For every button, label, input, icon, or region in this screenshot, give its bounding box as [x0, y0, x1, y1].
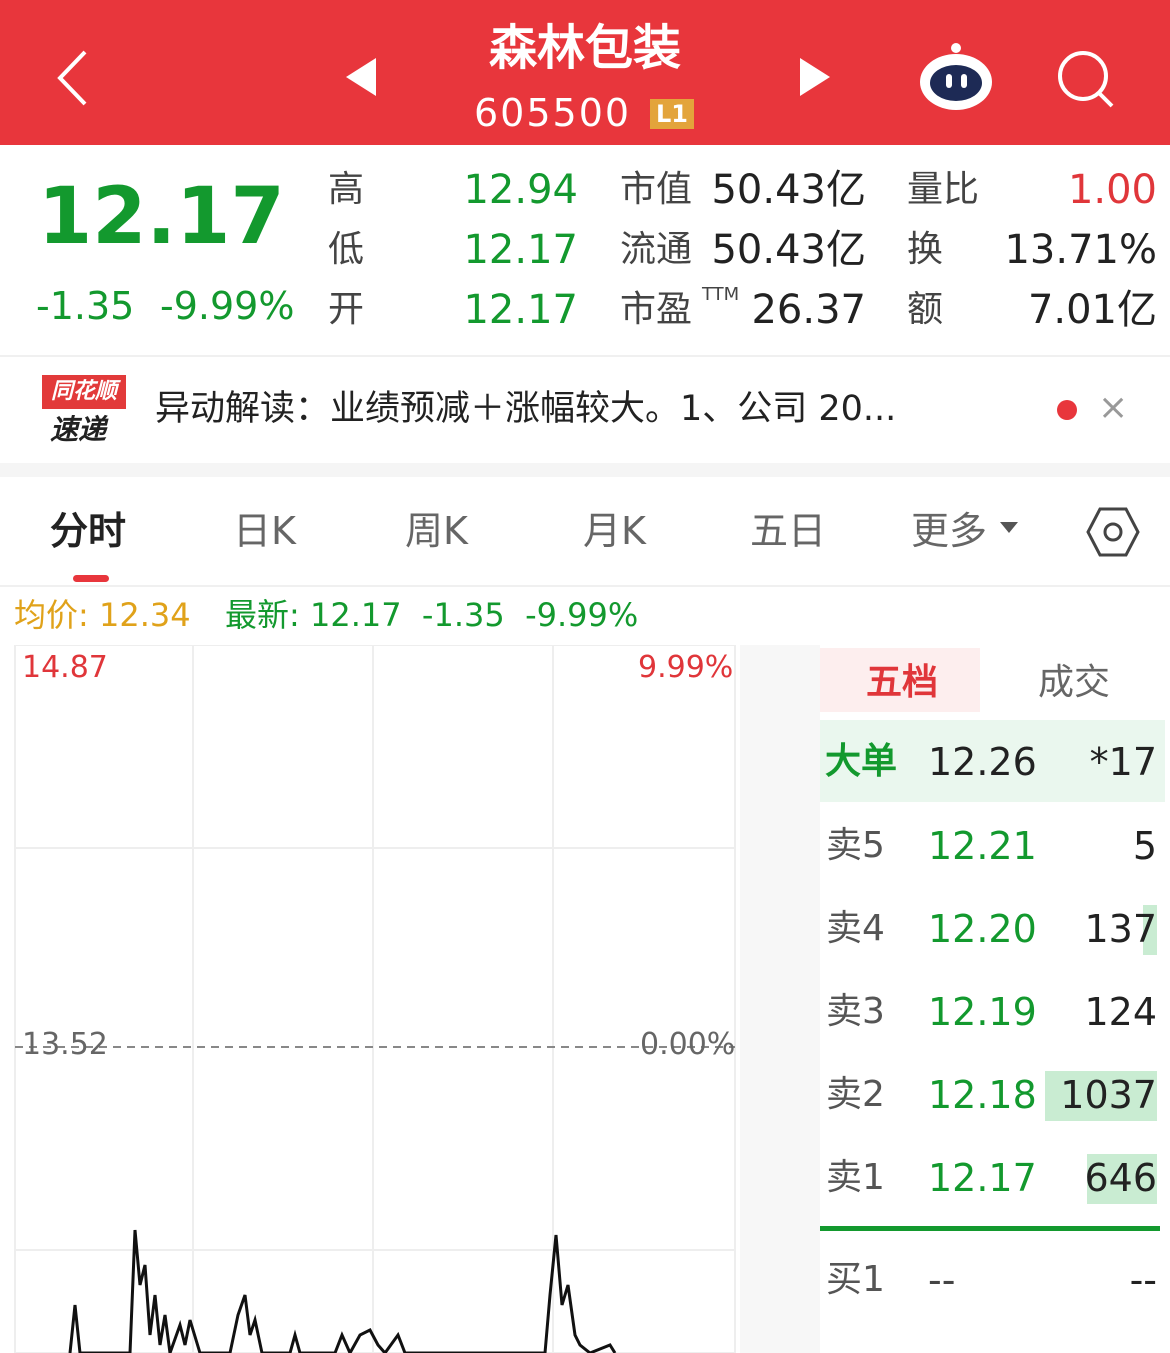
settings-button[interactable] [1086, 505, 1140, 559]
avg-label: 均价: 12.34 [14, 599, 191, 631]
big-order-price: 12.26 [928, 740, 1037, 784]
chart-frame [14, 645, 736, 1353]
level-price: 12.18 [928, 1073, 1037, 1117]
avg-label: 均价: [14, 596, 89, 634]
level-price: 12.20 [928, 907, 1037, 951]
extra-label: 量比 [907, 169, 980, 210]
stat-label: 开 [328, 289, 365, 330]
tab[interactable]: 月K [583, 509, 646, 553]
level-label: 卖1 [826, 1157, 885, 1198]
level-badge: L1 [650, 99, 694, 129]
big-order-volume: *17 [1089, 740, 1157, 784]
tab-bg [820, 648, 980, 712]
brand-bottom: 速递 [50, 413, 107, 446]
level-volume: 1037 [1060, 1073, 1157, 1117]
extra-label: 换 [907, 229, 944, 270]
stock-code: 605500 [474, 91, 632, 135]
intraday-chart [14, 645, 820, 1353]
latest-change-pct: -9.99% [525, 596, 639, 634]
price-line [68, 1229, 617, 1353]
level-label: 卖3 [826, 991, 885, 1032]
market-label-sup: TTM [702, 284, 740, 305]
level-price: -- [928, 1258, 956, 1302]
extra-label: 额 [907, 289, 944, 330]
stat-label: 低 [328, 229, 365, 270]
level-price: 12.21 [928, 824, 1037, 868]
tab[interactable]: 更多 [911, 509, 988, 553]
avg-price: 12.34 [98, 596, 191, 634]
latest-price: 12.17 [309, 596, 402, 634]
tab-trades[interactable]: 成交 [1038, 662, 1111, 703]
chart-gutter [740, 645, 820, 1353]
back-button[interactable] [57, 50, 87, 106]
stat-value: 12.94 [463, 167, 578, 213]
book-divider [820, 1226, 1160, 1231]
level-volume: 137 [1084, 907, 1157, 951]
latest: 最新: 12.17 -1.35 -9.99% [225, 599, 638, 631]
tab[interactable]: 分时 [50, 509, 127, 553]
volume-bar [1087, 1154, 1157, 1204]
big-order-bg [820, 720, 1165, 802]
level-label: 买1 [826, 1259, 885, 1300]
level-label: 卖4 [826, 908, 885, 949]
robot-icon[interactable] [920, 43, 992, 110]
tab[interactable]: 日K [233, 509, 296, 553]
divider [0, 463, 1170, 477]
stat-label: 高 [328, 169, 365, 210]
level-label: 卖5 [826, 825, 885, 866]
latest-label: 最新: [225, 596, 300, 634]
market-label: 市盈 [620, 289, 693, 330]
market-label: 流通 [620, 229, 693, 270]
level-volume: 124 [1084, 990, 1157, 1034]
close-button[interactable]: × [1098, 387, 1129, 428]
volume-bar [1143, 905, 1157, 955]
stock-name: 森林包装 [488, 20, 681, 76]
level-label: 卖2 [826, 1074, 885, 1115]
pct-top: 9.99% [638, 650, 734, 685]
pct-mid: 0.00% [640, 1027, 736, 1062]
market-value: 50.43亿 [711, 227, 866, 273]
last-price: 12.17 [38, 172, 285, 262]
price-top: 14.87 [22, 650, 108, 685]
grid [15, 645, 735, 1353]
stat-value: 12.17 [463, 227, 578, 273]
level-volume: -- [1129, 1258, 1157, 1302]
header-icons [57, 43, 1114, 110]
more-caret [1000, 522, 1018, 533]
level-volume: 646 [1084, 1156, 1157, 1200]
extra-value: 1.00 [1067, 167, 1157, 213]
news-text[interactable]: 异动解读：业绩预减＋涨幅较大。1、公司 20... [155, 389, 897, 429]
stat-value: 12.17 [463, 287, 578, 333]
next-stock[interactable] [800, 58, 830, 96]
search-button[interactable] [1058, 51, 1114, 108]
latest-change: -1.35 [421, 596, 505, 634]
market-value: 50.43亿 [711, 167, 866, 213]
market-value: 26.37 [751, 287, 866, 333]
big-order-label: 大单 [825, 741, 898, 782]
extra-value: 7.01亿 [1027, 287, 1157, 333]
price-change-pct: -9.99% [160, 284, 295, 328]
level-price: 12.19 [928, 990, 1037, 1034]
market-label: 市值 [620, 169, 693, 210]
level-price: 12.17 [928, 1156, 1037, 1200]
tab[interactable]: 周K [405, 509, 468, 553]
level-volume: 5 [1132, 824, 1157, 868]
unread-dot [1057, 400, 1077, 420]
prev-stock[interactable] [346, 58, 376, 96]
active-tab-indicator [73, 575, 109, 582]
tab[interactable]: 五日 [750, 509, 827, 553]
brand-top: 同花顺 [42, 375, 126, 409]
price-mid: 13.52 [22, 1027, 108, 1062]
price-change: -1.35 [36, 284, 135, 328]
divider [0, 355, 1170, 357]
extra-value: 13.71% [1004, 227, 1157, 273]
tab-order-book[interactable]: 五档 [866, 662, 939, 703]
divider [0, 585, 1170, 587]
volume-bar [1045, 1071, 1157, 1121]
